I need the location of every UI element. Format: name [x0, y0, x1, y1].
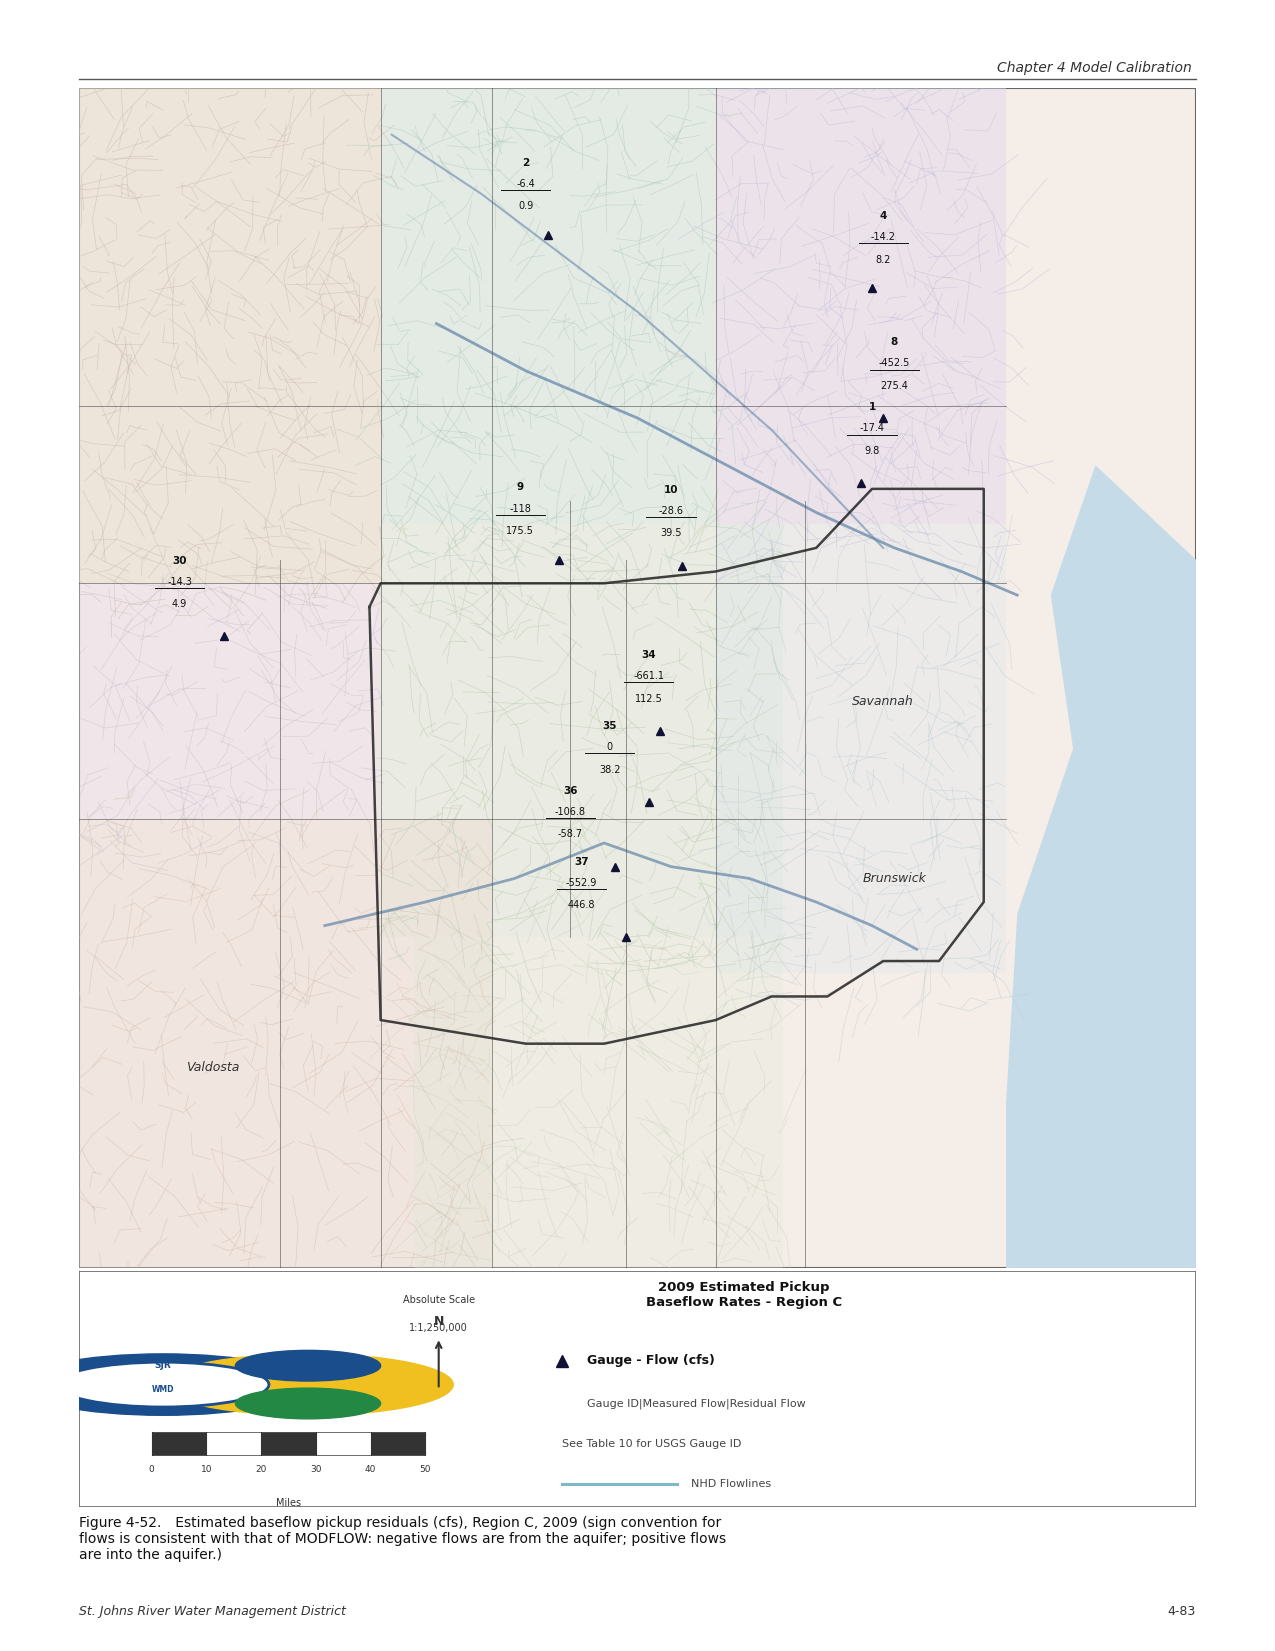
Text: -6.4: -6.4	[516, 178, 536, 188]
Text: See Table 10 for USGS Gauge ID: See Table 10 for USGS Gauge ID	[561, 1438, 741, 1448]
Text: 9.8: 9.8	[864, 446, 880, 456]
Text: 9: 9	[516, 482, 524, 492]
Polygon shape	[414, 938, 783, 1268]
Bar	[207, 1431, 261, 1456]
Text: -452.5: -452.5	[878, 358, 910, 368]
Bar	[371, 1431, 426, 1456]
Polygon shape	[381, 88, 715, 525]
Text: -552.9: -552.9	[566, 878, 598, 888]
Text: 10: 10	[200, 1464, 212, 1474]
Polygon shape	[381, 525, 783, 938]
Text: -28.6: -28.6	[658, 505, 683, 517]
Text: 2: 2	[523, 158, 529, 168]
Text: 37: 37	[574, 857, 589, 867]
Text: SJR: SJR	[154, 1360, 171, 1370]
Text: 4.9: 4.9	[172, 599, 187, 609]
Text: NHD Flowlines: NHD Flowlines	[691, 1479, 771, 1489]
Text: 50: 50	[419, 1464, 431, 1474]
Text: 446.8: 446.8	[567, 900, 595, 910]
Circle shape	[163, 1354, 453, 1415]
Text: 8: 8	[891, 337, 898, 347]
Text: Savannah: Savannah	[853, 695, 914, 708]
Text: 0: 0	[607, 741, 613, 753]
Text: -17.4: -17.4	[859, 423, 885, 433]
Polygon shape	[79, 583, 381, 819]
Text: -106.8: -106.8	[555, 807, 586, 817]
Text: -14.3: -14.3	[167, 576, 193, 586]
Text: 30: 30	[310, 1464, 321, 1474]
Text: 0.9: 0.9	[518, 201, 533, 211]
Text: N: N	[434, 1314, 444, 1327]
Text: Absolute Scale: Absolute Scale	[403, 1294, 474, 1304]
Text: Brunswick: Brunswick	[862, 872, 927, 885]
Text: -14.2: -14.2	[871, 233, 896, 243]
Text: 8.2: 8.2	[876, 254, 891, 264]
Text: 4: 4	[880, 211, 887, 221]
Polygon shape	[79, 819, 492, 1268]
Text: 35: 35	[602, 721, 617, 731]
Text: Gauge - Flow (cfs): Gauge - Flow (cfs)	[588, 1354, 715, 1367]
Text: 4-83: 4-83	[1168, 1605, 1196, 1618]
Text: 10: 10	[664, 485, 678, 495]
Bar	[152, 1431, 207, 1456]
Text: 38.2: 38.2	[599, 764, 621, 774]
Text: St. Johns River Water Management District: St. Johns River Water Management Distric…	[79, 1605, 346, 1618]
Polygon shape	[79, 88, 381, 583]
Text: Miles: Miles	[275, 1497, 301, 1507]
Circle shape	[236, 1351, 381, 1380]
Text: Valdosta: Valdosta	[186, 1062, 240, 1073]
Text: -58.7: -58.7	[558, 829, 583, 839]
Text: 275.4: 275.4	[881, 381, 908, 391]
Text: 34: 34	[641, 650, 655, 660]
Circle shape	[236, 1388, 381, 1418]
Text: 0: 0	[149, 1464, 154, 1474]
Text: Gauge ID|Measured Flow|Residual Flow: Gauge ID|Measured Flow|Residual Flow	[588, 1398, 806, 1408]
Bar	[316, 1431, 371, 1456]
Text: 175.5: 175.5	[506, 527, 534, 537]
Text: 20: 20	[255, 1464, 266, 1474]
Circle shape	[56, 1362, 269, 1407]
Text: -118: -118	[509, 504, 532, 513]
Polygon shape	[715, 88, 1006, 525]
Text: 36: 36	[564, 786, 578, 796]
Text: 112.5: 112.5	[635, 693, 663, 703]
Text: Chapter 4 Model Calibration: Chapter 4 Model Calibration	[997, 61, 1192, 74]
Text: 30: 30	[172, 556, 187, 566]
Text: 39.5: 39.5	[660, 528, 682, 538]
Circle shape	[18, 1354, 309, 1415]
Polygon shape	[1006, 466, 1196, 1268]
Polygon shape	[715, 525, 1006, 972]
Text: Figure 4-52. Estimated baseflow pickup residuals (cfs), Region C, 2009 (sign con: Figure 4-52. Estimated baseflow pickup r…	[79, 1516, 727, 1562]
Text: 1:1,250,000: 1:1,250,000	[409, 1322, 468, 1334]
Text: WMD: WMD	[152, 1385, 175, 1393]
Text: 2009 Estimated Pickup
Baseflow Rates - Region C: 2009 Estimated Pickup Baseflow Rates - R…	[645, 1281, 842, 1309]
Text: -661.1: -661.1	[634, 672, 664, 682]
Text: 1: 1	[868, 403, 876, 413]
Text: 40: 40	[365, 1464, 376, 1474]
Bar	[261, 1431, 316, 1456]
